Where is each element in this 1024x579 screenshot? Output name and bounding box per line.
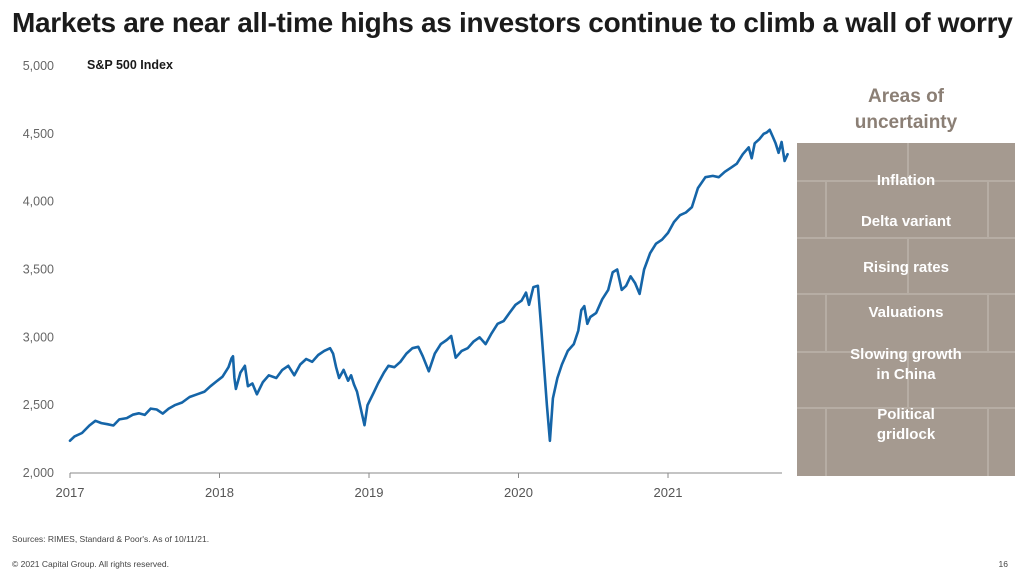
- y-tick-label: 3,000: [23, 330, 54, 344]
- uncertainty-item-inflation: Inflation: [797, 171, 1015, 191]
- brick-mortar: [825, 293, 827, 351]
- y-tick-label: 4,000: [23, 195, 54, 209]
- y-tick-label: 3,500: [23, 263, 54, 277]
- uncertainty-item-label: Delta variant: [860, 213, 952, 230]
- x-tick-label: 2017: [56, 485, 85, 500]
- uncertainty-item-label: in China: [876, 366, 936, 383]
- brick-mortar: [797, 293, 1015, 295]
- brick-mortar: [907, 143, 909, 180]
- uncertainty-item-label: Political: [877, 406, 935, 423]
- uncertainty-item-political-gridlock: Political gridlock: [797, 405, 1015, 445]
- uncertainty-title-line-1: Areas of: [867, 86, 945, 107]
- brick-mortar: [825, 180, 827, 237]
- y-tick-label: 5,000: [23, 59, 54, 73]
- uncertainty-title: Areas of uncertainty: [797, 84, 1015, 136]
- uncertainty-item-label: Rising rates: [863, 259, 949, 276]
- wall-of-worry: Inflation Delta variant Rising rates Val…: [797, 143, 1015, 476]
- uncertainty-item-label: Inflation: [876, 172, 936, 189]
- uncertainty-item-valuations: Valuations: [797, 303, 1015, 323]
- brick-mortar: [797, 351, 1015, 353]
- sp500-series-line: [68, 128, 789, 443]
- y-tick-label: 4,500: [23, 127, 54, 141]
- footer-source: Sources: RIMES, Standard & Poor's. As of…: [12, 534, 210, 544]
- uncertainty-item-label: Valuations: [868, 304, 944, 321]
- brick-mortar: [987, 407, 989, 476]
- x-tick-label: 2021: [654, 485, 683, 500]
- page-title: Markets are near all-time highs as inves…: [12, 7, 1013, 38]
- uncertainty-item-delta-variant: Delta variant: [797, 212, 1015, 232]
- x-tick-label: 2018: [205, 485, 234, 500]
- footer-copyright: © 2021 Capital Group. All rights reserve…: [12, 559, 169, 569]
- uncertainty-item-rising-rates: Rising rates: [797, 258, 1015, 278]
- uncertainty-item-label: gridlock: [876, 426, 936, 443]
- uncertainty-title-line-2: uncertainty: [854, 112, 958, 133]
- brick-mortar: [987, 180, 989, 237]
- y-tick-label: 2,500: [23, 398, 54, 412]
- chart-series-label: S&P 500 Index: [87, 58, 173, 72]
- brick-mortar: [907, 237, 909, 293]
- uncertainty-item-slowing-growth-china: Slowing growth in China: [797, 345, 1015, 385]
- brick-mortar: [825, 407, 827, 476]
- x-tick-label: 2020: [504, 485, 533, 500]
- x-tick-label: 2019: [355, 485, 384, 500]
- brick-mortar: [987, 293, 989, 351]
- brick-mortar: [797, 180, 1015, 182]
- page-number: 16: [998, 559, 1008, 569]
- brick-mortar: [797, 407, 1015, 409]
- uncertainty-item-label: Slowing growth: [850, 346, 962, 363]
- brick-mortar: [797, 237, 1015, 239]
- brick-mortar: [907, 351, 909, 407]
- y-tick-label: 2,000: [23, 466, 54, 480]
